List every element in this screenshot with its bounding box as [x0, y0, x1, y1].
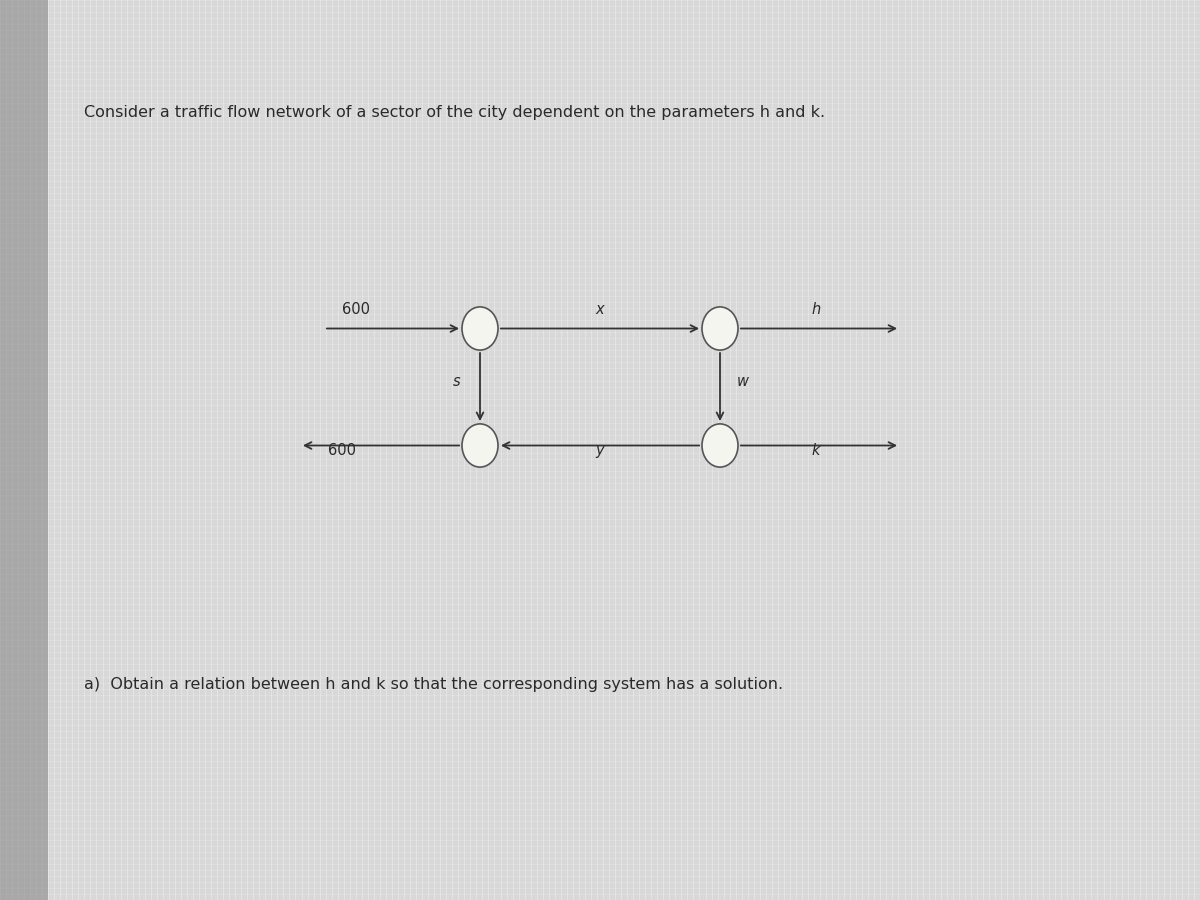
Text: y: y	[595, 443, 605, 458]
Text: 600: 600	[342, 302, 370, 317]
Text: h: h	[811, 302, 821, 317]
Text: k: k	[811, 443, 821, 458]
Text: w: w	[737, 374, 749, 389]
Ellipse shape	[702, 424, 738, 467]
Ellipse shape	[462, 307, 498, 350]
Text: Consider a traffic flow network of a sector of the city dependent on the paramet: Consider a traffic flow network of a sec…	[84, 105, 826, 120]
Text: x: x	[595, 302, 605, 317]
Ellipse shape	[462, 424, 498, 467]
Ellipse shape	[702, 307, 738, 350]
Text: 600: 600	[328, 443, 356, 458]
Text: s: s	[454, 374, 461, 389]
Text: a)  Obtain a relation between h and k so that the corresponding system has a sol: a) Obtain a relation between h and k so …	[84, 677, 784, 691]
Bar	[0, 0, 48, 900]
